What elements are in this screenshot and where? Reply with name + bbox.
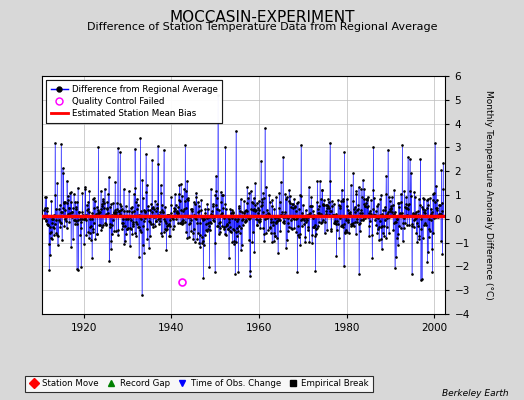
Text: Berkeley Earth: Berkeley Earth	[442, 389, 508, 398]
Text: MOCCASIN-EXPERIMENT: MOCCASIN-EXPERIMENT	[169, 10, 355, 25]
Text: Difference of Station Temperature Data from Regional Average: Difference of Station Temperature Data f…	[87, 22, 437, 32]
Legend: Difference from Regional Average, Quality Control Failed, Estimated Station Mean: Difference from Regional Average, Qualit…	[46, 80, 222, 123]
Legend: Station Move, Record Gap, Time of Obs. Change, Empirical Break: Station Move, Record Gap, Time of Obs. C…	[25, 376, 373, 392]
Y-axis label: Monthly Temperature Anomaly Difference (°C): Monthly Temperature Anomaly Difference (…	[484, 90, 493, 300]
